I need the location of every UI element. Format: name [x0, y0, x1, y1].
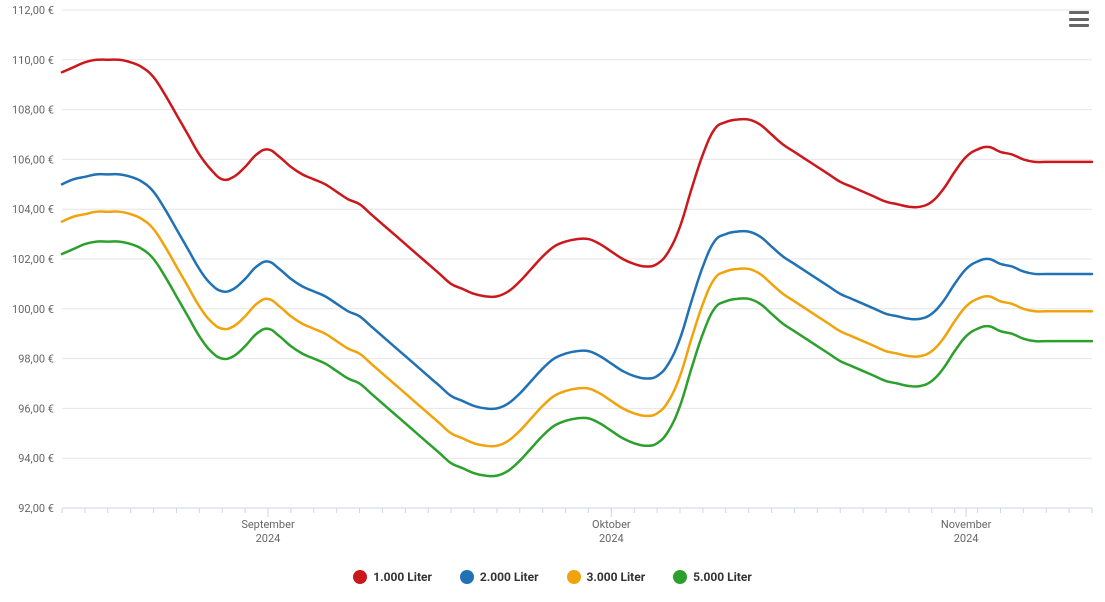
chart-legend: 1.000 Liter 2.000 Liter 3.000 Liter 5.000 L…	[0, 570, 1105, 584]
chart-menu-button[interactable]	[1067, 8, 1091, 30]
legend-item[interactable]: 2.000 Liter	[460, 570, 539, 584]
line-chart: 92,00 € 94,00 € 96,00 € 98,00 € 100,00 € 102,…	[0, 0, 1105, 602]
legend-swatch	[460, 570, 474, 584]
y-axis-tick-label: 98,00 €	[18, 353, 54, 366]
legend-swatch	[353, 570, 367, 584]
legend-item[interactable]: 3.000 Liter	[567, 570, 646, 584]
y-axis-tick-label: 104,00 €	[12, 203, 54, 216]
series-line[interactable]	[62, 60, 1092, 297]
legend-label: 2.000 Liter	[480, 570, 539, 584]
legend-swatch	[567, 570, 581, 584]
legend-label: 5.000 Liter	[693, 570, 752, 584]
x-axis-year-label: 2024	[599, 532, 624, 545]
legend-label: 3.000 Liter	[587, 570, 646, 584]
x-axis-year-label: 2024	[256, 532, 281, 545]
y-axis-tick-label: 94,00 €	[18, 452, 54, 465]
legend-label: 1.000 Liter	[373, 570, 432, 584]
y-axis-tick-label: 108,00 €	[12, 104, 54, 117]
y-axis-tick-label: 110,00 €	[12, 54, 54, 67]
x-axis-month-label: November	[941, 518, 992, 531]
x-axis-month-label: September	[241, 518, 295, 531]
y-axis-tick-label: 92,00 €	[18, 502, 54, 515]
series-line[interactable]	[62, 211, 1092, 446]
legend-item[interactable]: 1.000 Liter	[353, 570, 432, 584]
hamburger-icon	[1069, 11, 1089, 14]
y-axis-tick-label: 96,00 €	[18, 402, 54, 415]
y-axis-tick-label: 100,00 €	[12, 303, 54, 316]
legend-swatch	[673, 570, 687, 584]
y-axis-tick-label: 102,00 €	[12, 253, 54, 266]
y-axis-tick-label: 106,00 €	[12, 153, 54, 166]
x-axis-month-label: Oktober	[592, 518, 631, 531]
y-axis-tick-label: 112,00 €	[12, 4, 54, 17]
legend-item[interactable]: 5.000 Liter	[673, 570, 752, 584]
chart-container: 92,00 € 94,00 € 96,00 € 98,00 € 100,00 € 102,…	[0, 0, 1105, 602]
x-axis-year-label: 2024	[954, 532, 979, 545]
